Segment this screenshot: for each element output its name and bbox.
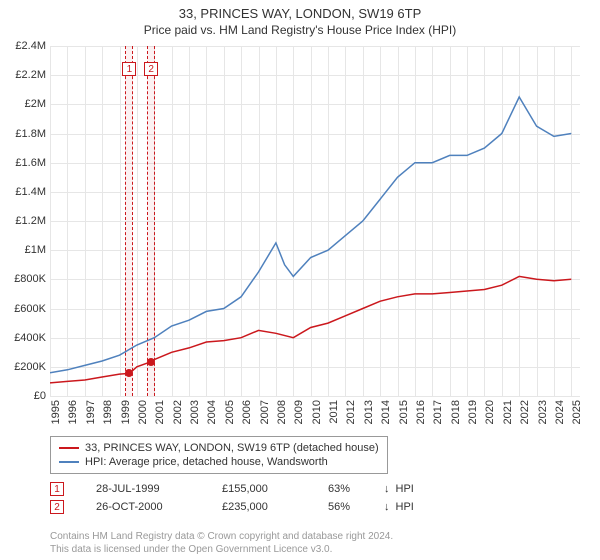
license-text: Contains HM Land Registry data © Crown c… — [50, 530, 580, 556]
arrow-down-icon: ↓ — [384, 501, 390, 513]
y-axis-label: £2.4M — [4, 40, 46, 52]
x-axis-label: 2007 — [259, 400, 261, 424]
legend-item: 33, PRINCES WAY, LONDON, SW19 6TP (detac… — [59, 441, 379, 455]
sale-price: £235,000 — [222, 501, 322, 513]
sale-row: 2 26-OCT-2000 £235,000 56% ↓ HPI — [50, 498, 580, 516]
sale-marker-tag: 1 — [122, 62, 136, 76]
sale-point-marker — [147, 358, 155, 366]
series-price_paid — [50, 276, 571, 383]
x-axis-label: 2015 — [398, 400, 400, 424]
page-subtitle: Price paid vs. HM Land Registry's House … — [0, 21, 600, 37]
sale-date: 28-JUL-1999 — [96, 483, 216, 495]
x-axis-label: 2023 — [537, 400, 539, 424]
y-axis-label: £1.8M — [4, 128, 46, 140]
x-axis-label: 2012 — [345, 400, 347, 424]
y-axis-label: £1.4M — [4, 186, 46, 198]
x-axis-label: 1997 — [85, 400, 87, 424]
x-axis-label: 2021 — [502, 400, 504, 424]
x-axis-label: 2010 — [311, 400, 313, 424]
chart-lines — [50, 46, 580, 396]
chart-container: 33, PRINCES WAY, LONDON, SW19 6TP Price … — [0, 0, 600, 560]
y-axis-label: £2.2M — [4, 69, 46, 81]
price-chart: £0£200K£400K£600K£800K£1M£1.2M£1.4M£1.6M… — [50, 46, 580, 396]
sale-pct: 63% — [328, 483, 378, 495]
sale-pct: 56% — [328, 501, 378, 513]
sale-marker-tag: 2 — [144, 62, 158, 76]
x-axis-label: 2016 — [415, 400, 417, 424]
x-axis-label: 2024 — [554, 400, 556, 424]
x-axis-label: 2009 — [293, 400, 295, 424]
sales-table: 1 28-JUL-1999 £155,000 63% ↓ HPI 2 26-OCT-2000… — [50, 480, 580, 516]
x-axis-label: 2011 — [328, 400, 330, 424]
x-axis-label: 2000 — [137, 400, 139, 424]
x-axis-label: 2005 — [224, 400, 226, 424]
x-axis-label: 1998 — [102, 400, 104, 424]
x-axis-label: 2004 — [206, 400, 208, 424]
sale-vs: HPI — [396, 501, 414, 513]
x-axis-label: 2017 — [432, 400, 434, 424]
y-axis-label: £400K — [4, 332, 46, 344]
x-axis-label: 1995 — [50, 400, 52, 424]
y-axis-label: £600K — [4, 303, 46, 315]
x-axis-label: 2014 — [380, 400, 382, 424]
license-line-1: Contains HM Land Registry data © Crown c… — [50, 531, 393, 542]
legend: 33, PRINCES WAY, LONDON, SW19 6TP (detac… — [50, 436, 388, 474]
x-axis-label: 2008 — [276, 400, 278, 424]
y-axis-label: £200K — [4, 361, 46, 373]
sale-row: 1 28-JUL-1999 £155,000 63% ↓ HPI — [50, 480, 580, 498]
x-axis-label: 2013 — [363, 400, 365, 424]
sale-price: £155,000 — [222, 483, 322, 495]
x-axis-label: 2006 — [241, 400, 243, 424]
y-axis-label: £0 — [4, 390, 46, 402]
x-axis-label: 2001 — [154, 400, 156, 424]
y-axis-label: £2M — [4, 98, 46, 110]
y-axis-label: £800K — [4, 273, 46, 285]
sale-tag: 2 — [50, 500, 64, 514]
x-axis-label: 2003 — [189, 400, 191, 424]
legend-label: 33, PRINCES WAY, LONDON, SW19 6TP (detac… — [85, 442, 379, 454]
x-axis-label: 1999 — [120, 400, 122, 424]
legend-swatch — [59, 461, 79, 463]
sale-tag: 1 — [50, 482, 64, 496]
gridline-horizontal — [50, 396, 580, 397]
x-axis-label: 1996 — [67, 400, 69, 424]
sale-vs: HPI — [396, 483, 414, 495]
legend-item: HPI: Average price, detached house, Wand… — [59, 455, 379, 469]
legend-swatch — [59, 447, 79, 449]
y-axis-label: £1.6M — [4, 157, 46, 169]
x-axis-label: 2022 — [519, 400, 521, 424]
x-axis-label: 2019 — [467, 400, 469, 424]
y-axis-label: £1.2M — [4, 215, 46, 227]
x-axis-label: 2020 — [484, 400, 486, 424]
y-axis-label: £1M — [4, 244, 46, 256]
x-axis-label: 2025 — [571, 400, 573, 424]
sale-point-marker — [125, 369, 133, 377]
sale-date: 26-OCT-2000 — [96, 501, 216, 513]
legend-label: HPI: Average price, detached house, Wand… — [85, 456, 328, 468]
page-title: 33, PRINCES WAY, LONDON, SW19 6TP — [0, 0, 600, 21]
series-hpi — [50, 97, 571, 373]
x-axis-label: 2002 — [172, 400, 174, 424]
arrow-down-icon: ↓ — [384, 483, 390, 495]
license-line-2: This data is licensed under the Open Gov… — [50, 544, 332, 555]
x-axis-label: 2018 — [450, 400, 452, 424]
